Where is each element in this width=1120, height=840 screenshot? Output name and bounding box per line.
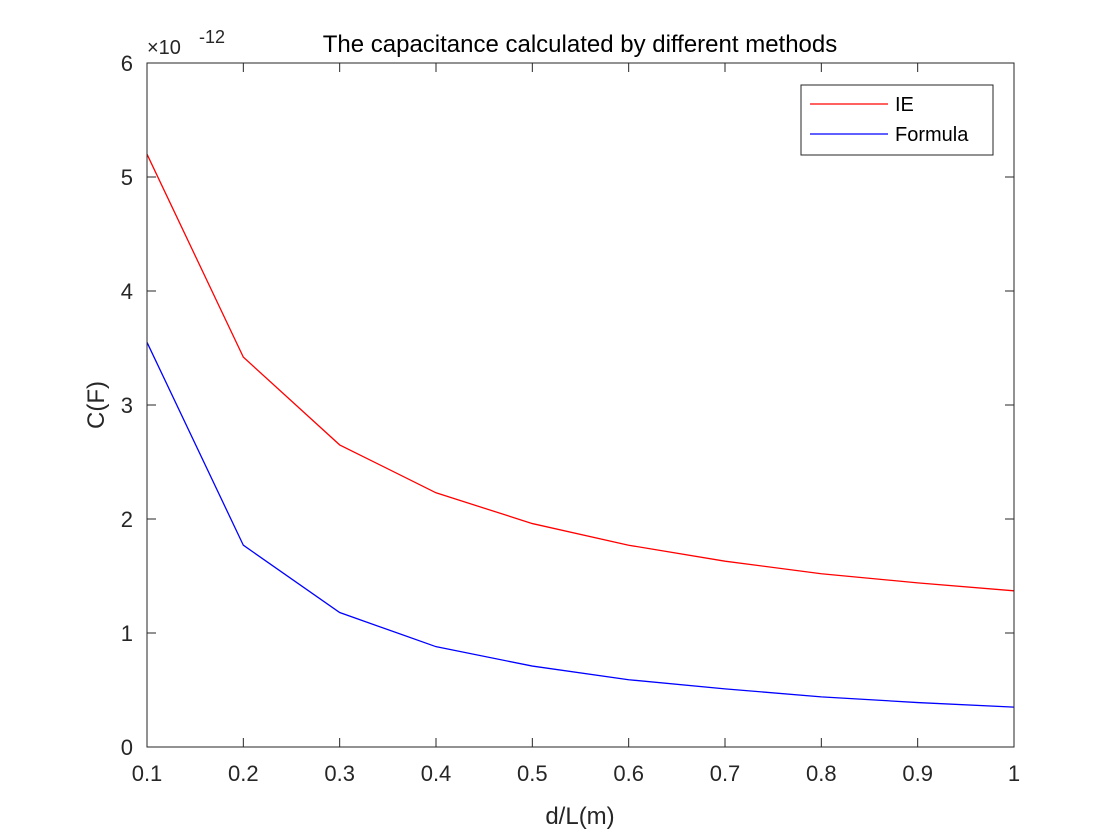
- legend: IE Formula: [800, 84, 994, 156]
- y-tick-label: 6: [121, 51, 133, 76]
- x-tick-label: 0.7: [710, 761, 741, 786]
- x-tick-label: 0.5: [517, 761, 548, 786]
- y-exponent-label: ×10 -12: [147, 27, 225, 59]
- x-tick-label: 0.8: [806, 761, 837, 786]
- x-tick-label: 0.1: [132, 761, 163, 786]
- plot-area: [147, 63, 1014, 747]
- legend-label-formula: Formula: [895, 124, 969, 146]
- series-line-formula: [146, 342, 1015, 708]
- x-tick-label: 0.9: [902, 761, 933, 786]
- y-tick-label: 4: [121, 279, 133, 304]
- x-tick-label: 0.4: [421, 761, 452, 786]
- x-tick-label: 0.6: [613, 761, 644, 786]
- y-axis-title: C(F): [83, 381, 110, 429]
- y-tick-label: 5: [121, 165, 133, 190]
- x-tick-label: 1: [1008, 761, 1020, 786]
- y-exponent-multiplier: ×10: [147, 37, 181, 59]
- x-tick-label: 0.2: [228, 761, 259, 786]
- y-tick-label: 0: [121, 735, 133, 760]
- y-tick-label: 3: [121, 393, 133, 418]
- series-group: [146, 153, 1015, 708]
- x-tick-label: 0.3: [324, 761, 355, 786]
- legend-box: [800, 84, 994, 156]
- y-exponent-power: -12: [199, 27, 225, 47]
- x-axis-title: d/L(m): [545, 803, 614, 830]
- ticks-group: 0.1 0.2 0.3 0.4 0.5 0.6 0.7 0.8 0.9 1 0 1 2 3 4 5 6: [121, 51, 1020, 786]
- y-tick-label: 2: [121, 507, 133, 532]
- chart-title: The capacitance calculated by different …: [323, 31, 838, 58]
- series-line-ie: [146, 153, 1015, 592]
- legend-label-ie: IE: [895, 94, 914, 116]
- y-tick-label: 1: [121, 621, 133, 646]
